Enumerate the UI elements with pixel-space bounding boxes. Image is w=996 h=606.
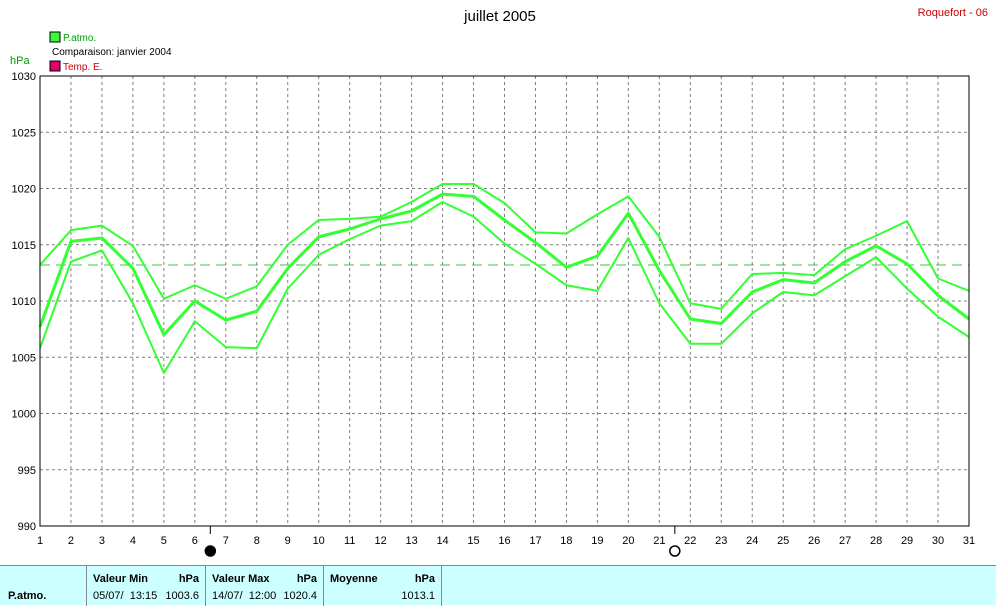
x-tick-label: 9 [285, 535, 291, 547]
legend-swatch-patmo [49, 31, 61, 43]
x-tick-label: 22 [684, 535, 696, 547]
stats-bar: P.atmo. Valeur Min hPa 05/07/ 13:15 1003… [0, 565, 996, 606]
x-tick-label: 13 [405, 535, 417, 547]
x-axis-ticks: 1 2 3 4 5 6 7 8 9 10 11 12 13 14 15 16 17 18 19 20 21 22 23 24 2… [37, 535, 975, 547]
legend-label-comparison: Comparaison: janvier 2004 [52, 47, 172, 58]
stats-min-value: 1003.6 [165, 590, 199, 602]
stats-series-label: P.atmo. [8, 590, 47, 602]
pressure-chart: juillet 2005 Roquefort - 06 P.atmo. Comp… [10, 7, 988, 557]
grid [40, 76, 969, 526]
x-tick-label: 3 [99, 535, 105, 547]
station-name: Roquefort - 06 [918, 7, 988, 19]
y-tick-label: 1000 [12, 409, 36, 421]
legend-label-patmo: P.atmo. [63, 33, 96, 44]
moon-full-icon [204, 545, 217, 557]
y-axis-ticks: 990 995 1000 1005 1010 1015 1020 1025 1030 [12, 71, 36, 533]
x-tick-label: 24 [746, 535, 758, 547]
stats-max-header: Valeur Max [212, 573, 270, 585]
stats-min-cell: Valeur Min hPa 05/07/ 13:15 1003.6 [87, 566, 206, 606]
y-tick-label: 1030 [12, 71, 36, 83]
y-tick-label: 1010 [12, 296, 36, 308]
x-tick-label: 21 [653, 535, 665, 547]
x-tick-label: 26 [808, 535, 820, 547]
x-tick-label: 6 [192, 535, 198, 547]
series-line-avg [38, 192, 970, 337]
y-tick-label: 995 [18, 465, 36, 477]
series-line-min [39, 201, 970, 374]
y-tick-label: 1015 [12, 240, 36, 252]
stats-max-unit: hPa [296, 573, 317, 585]
x-tick-label: 10 [313, 535, 325, 547]
stats-mean-unit: hPa [414, 573, 435, 585]
series-line-max [39, 183, 970, 310]
stats-mean-cell: Moyenne hPa 1013.1 [324, 566, 442, 606]
legend-label-temp: Temp. E. [63, 62, 102, 73]
stats-min-header: Valeur Min [93, 573, 149, 585]
x-tick-label: 17 [529, 535, 541, 547]
stats-mean-value: 1013.1 [401, 590, 435, 602]
x-tick-label: 20 [622, 535, 634, 547]
stats-max-when: 14/07/ 12:00 [212, 590, 277, 602]
x-tick-label: 4 [130, 535, 136, 547]
y-tick-label: 990 [18, 521, 36, 533]
x-tick-label: 16 [498, 535, 510, 547]
x-tick-label: 19 [591, 535, 603, 547]
stats-max-value: 1020.4 [283, 590, 317, 602]
x-tick-label: 31 [963, 535, 975, 547]
x-tick-label: 2 [68, 535, 74, 547]
stats-min-unit: hPa [178, 573, 199, 585]
x-tick-label: 1 [37, 535, 43, 547]
x-tick-label: 30 [932, 535, 944, 547]
chart-title: juillet 2005 [463, 8, 536, 25]
moon-phases [204, 526, 681, 557]
x-tick-label: 15 [467, 535, 479, 547]
x-tick-label: 14 [436, 535, 448, 547]
plot-frame [39, 75, 970, 527]
x-tick-label: 8 [254, 535, 260, 547]
y-tick-label: 1005 [12, 352, 36, 364]
stats-min-when: 05/07/ 13:15 [93, 590, 158, 602]
stats-label-cell: P.atmo. [0, 566, 87, 606]
x-tick-label: 29 [901, 535, 913, 547]
x-tick-label: 12 [375, 535, 387, 547]
stats-mean-header: Moyenne [330, 573, 378, 585]
x-tick-label: 23 [715, 535, 727, 547]
x-tick-label: 11 [344, 535, 355, 547]
moon-new-icon [669, 545, 681, 557]
x-tick-label: 18 [560, 535, 572, 547]
series-lines [38, 183, 970, 374]
y-tick-label: 1025 [12, 127, 36, 139]
y-tick-label: 1020 [12, 184, 36, 196]
x-tick-label: 25 [777, 535, 789, 547]
x-tick-label: 27 [839, 535, 851, 547]
legend-swatch-temp [49, 60, 61, 72]
x-tick-label: 7 [223, 535, 229, 547]
stats-max-cell: Valeur Max hPa 14/07/ 12:00 1020.4 [206, 566, 324, 606]
x-tick-label: 28 [870, 535, 882, 547]
y-axis-unit: hPa [10, 55, 30, 67]
x-tick-label: 5 [161, 535, 167, 547]
